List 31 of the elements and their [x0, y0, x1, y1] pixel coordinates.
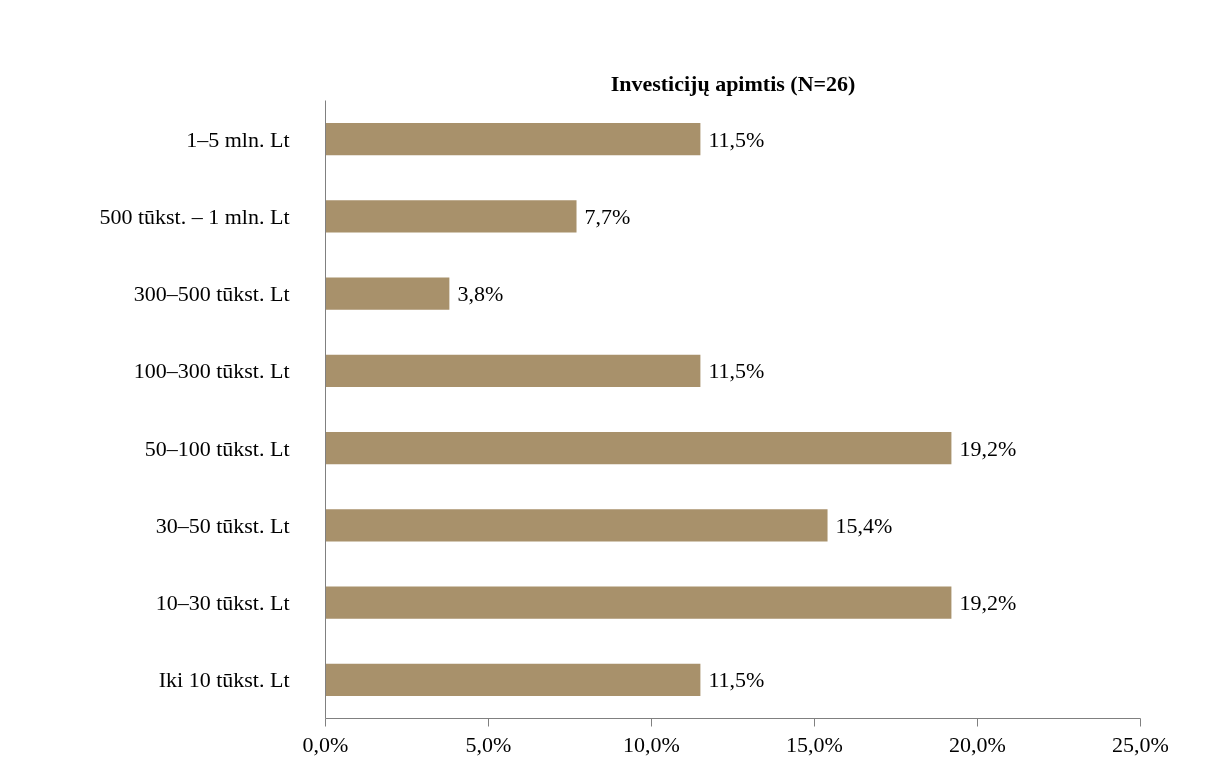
y-tick-label: 300–500 tūkst. Lt [133, 281, 290, 307]
y-tick-label: 1–5 mln. Lt [186, 126, 290, 152]
x-tick-label: 20,0% [949, 731, 1006, 757]
bar [325, 277, 450, 310]
bar [325, 663, 701, 697]
bar [325, 122, 701, 156]
y-tick-label: 30–50 tūkst. Lt [155, 512, 290, 538]
data-label: 15,4% [835, 512, 893, 538]
bar [325, 431, 952, 465]
bar [325, 509, 828, 542]
bar [325, 354, 701, 388]
y-tick-label: Iki 10 tūkst. Lt [158, 667, 290, 693]
data-label: 7,7% [584, 203, 631, 229]
data-label: 19,2% [959, 435, 1017, 461]
x-tick-label: 5,0% [465, 731, 512, 757]
y-tick-label: 500 tūkst. – 1 mln. Lt [99, 203, 290, 229]
data-label: 11,5% [708, 358, 765, 384]
x-tick-label: 15,0% [786, 731, 843, 757]
y-tick-label: 10–30 tūkst. Lt [155, 590, 290, 616]
data-label: 11,5% [708, 126, 765, 152]
x-tick-label: 10,0% [623, 731, 680, 757]
x-tick-label: 25,0% [1112, 731, 1169, 757]
data-label: 11,5% [708, 667, 765, 693]
data-label: 3,8% [457, 281, 504, 307]
chart-title: Investicijų apimtis (N=26) [610, 70, 856, 96]
x-tick-label: 0,0% [302, 731, 349, 757]
bar [325, 586, 952, 619]
data-label: 19,2% [959, 590, 1017, 616]
bar [325, 200, 577, 233]
y-tick-label: 100–300 tūkst. Lt [133, 358, 290, 384]
y-tick-label: 50–100 tūkst. Lt [144, 435, 290, 461]
